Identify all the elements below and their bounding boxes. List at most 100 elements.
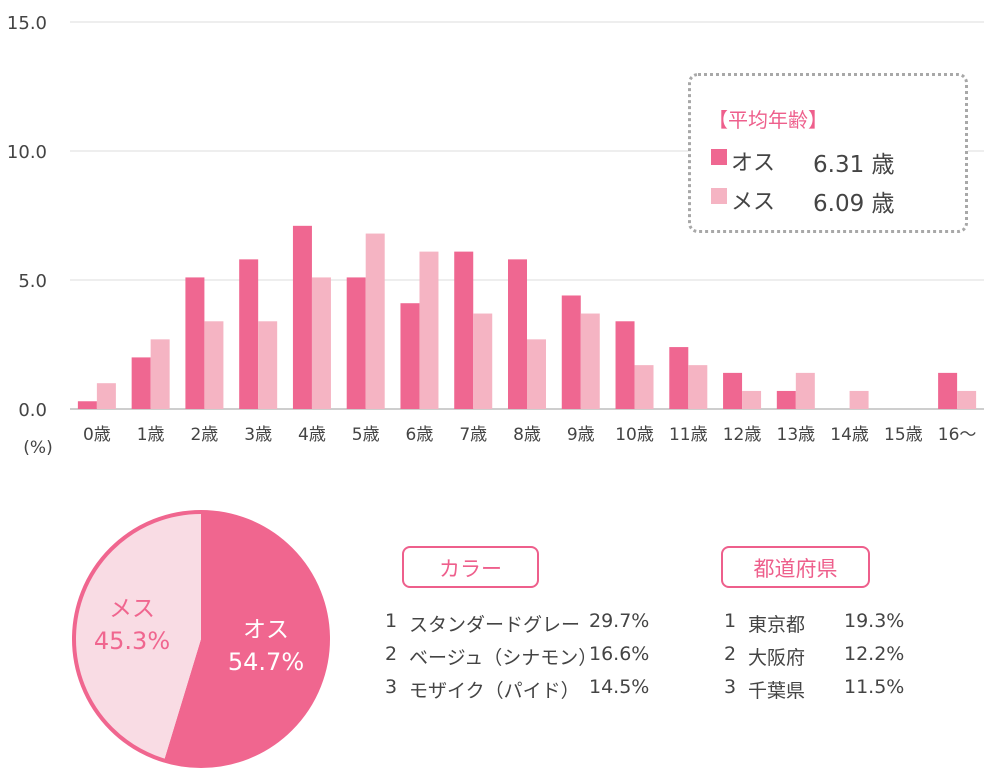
- color-ranking-list: 1 スタンダードグレー 29.7% 2 ベージュ（シナモン） 16.6% 3 モ…: [385, 610, 675, 709]
- rank-name: スタンダードグレー: [409, 614, 581, 636]
- list-item: 3 モザイク（パイド） 14.5%: [385, 676, 675, 709]
- bar-male: [400, 303, 420, 409]
- sex-ratio-pie-chart: メス 45.3% オス 54.7%: [72, 510, 330, 768]
- color-ranking-title: カラー: [402, 546, 539, 588]
- bars: [77, 225, 977, 409]
- rank-number: 2: [385, 643, 398, 665]
- bar-female: [365, 233, 385, 409]
- pie-label-female-name: メス: [109, 596, 155, 622]
- x-tick-label: 5歳: [352, 425, 380, 445]
- rank-name: 東京都: [748, 614, 806, 636]
- average-age-male-value: 6.31 歳: [813, 152, 895, 178]
- x-tick-label: 9歳: [567, 425, 595, 445]
- rank-percent: 11.5%: [844, 676, 905, 698]
- rank-number: 1: [724, 610, 737, 632]
- y-tick-label: 0.0: [18, 400, 47, 421]
- list-item: 1 東京都 19.3%: [724, 610, 924, 643]
- bar-male: [185, 277, 205, 409]
- pie-label-female-pct: 45.3%: [94, 627, 170, 655]
- bar-female: [311, 277, 331, 409]
- x-tick-label: 0歳: [83, 425, 111, 445]
- bar-female: [473, 313, 493, 409]
- pie-slices: [74, 512, 328, 766]
- bar-male: [723, 372, 743, 409]
- x-tick-label: 8歳: [513, 425, 541, 445]
- rank-number: 1: [385, 610, 398, 632]
- bar-male: [454, 251, 474, 409]
- rank-percent: 16.6%: [589, 643, 650, 665]
- x-tick-label: 12歳: [723, 425, 762, 445]
- x-tick-label: 11歳: [669, 425, 708, 445]
- bar-male: [669, 347, 689, 409]
- average-age-female-label: メス: [731, 190, 776, 215]
- rank-number: 3: [724, 676, 737, 698]
- rank-number: 3: [385, 676, 398, 698]
- y-tick-label: 5.0: [18, 271, 47, 292]
- rank-percent: 12.2%: [844, 643, 905, 665]
- pie-outline: [72, 510, 330, 768]
- average-age-box: 【平均年齢】 オス 6.31 歳 メス 6.09 歳: [688, 73, 968, 233]
- rank-name: 千葉県: [748, 680, 806, 702]
- bar-male: [938, 372, 958, 409]
- rank-percent: 29.7%: [589, 610, 650, 632]
- bar-female: [688, 365, 708, 409]
- bar-female: [795, 372, 815, 409]
- female-swatch: [711, 188, 727, 204]
- bar-male: [292, 225, 312, 409]
- x-tick-label: 15歳: [884, 425, 923, 445]
- pie-slice-male: [164, 512, 328, 766]
- bar-female: [527, 339, 546, 409]
- bar-female: [96, 383, 116, 409]
- x-axis-categories: 0歳 1歳 2歳 3歳 4歳 5歳 6歳 7歳 8歳 9歳 10歳 11歳 12歳 13歳 14歳 15歳 16…: [83, 425, 976, 445]
- pie-label-male-name: オス: [243, 617, 289, 643]
- rank-percent: 19.3%: [844, 610, 905, 632]
- average-age-female-value: 6.09 歳: [813, 191, 895, 217]
- x-tick-label: 2歳: [190, 425, 218, 445]
- pie-label-male-pct: 54.7%: [228, 648, 304, 676]
- x-tick-label: 16～: [938, 425, 977, 445]
- rank-number: 2: [724, 643, 737, 665]
- rank-name: ベージュ（シナモン）: [409, 647, 598, 669]
- prefecture-ranking-title: 都道府県: [721, 546, 870, 588]
- bar-male: [131, 357, 151, 409]
- bar-male: [776, 390, 796, 409]
- age-distribution-bar-chart: 0.0 5.0 10.0 15.0 0歳 1歳 2歳 3歳 4歳 5歳 6歳 7歳 8歳 9歳 10歳 11…: [7, 13, 984, 458]
- bar-female: [742, 390, 762, 409]
- pie-slice-female: [74, 512, 201, 761]
- bar-male: [77, 401, 97, 409]
- bar-female: [957, 390, 977, 409]
- male-swatch: [711, 149, 727, 165]
- bar-female: [849, 390, 869, 409]
- x-tick-label: 6歳: [406, 425, 434, 445]
- list-item: 2 大阪府 12.2%: [724, 643, 924, 676]
- x-tick-label: 1歳: [137, 425, 165, 445]
- average-age-title: 【平均年齢】: [708, 108, 828, 132]
- x-tick-label: 3歳: [244, 425, 272, 445]
- bar-female: [419, 251, 439, 409]
- average-age-row-male: オス 6.31 歳: [711, 145, 895, 178]
- x-tick-label: 13歳: [777, 425, 816, 445]
- y-tick-label: 15.0: [7, 13, 47, 34]
- list-item: 1 スタンダードグレー 29.7%: [385, 610, 675, 643]
- x-tick-label: 14歳: [830, 425, 869, 445]
- average-age-row-female: メス 6.09 歳: [711, 184, 895, 217]
- rank-name: モザイク（パイド）: [409, 680, 580, 702]
- bar-male: [508, 259, 527, 409]
- bar-female: [634, 365, 654, 409]
- y-tick-label: 10.0: [7, 142, 47, 163]
- y-axis-unit-label: (%): [23, 438, 52, 458]
- list-item: 3 千葉県 11.5%: [724, 676, 924, 709]
- average-age-male-label: オス: [731, 151, 776, 176]
- x-tick-label: 10歳: [615, 425, 654, 445]
- bar-male: [239, 259, 259, 409]
- bar-female: [258, 321, 278, 409]
- bar-male: [346, 277, 366, 409]
- bar-female: [204, 321, 224, 409]
- bar-female: [150, 339, 170, 409]
- bar-male: [615, 321, 635, 409]
- rank-name: 大阪府: [748, 647, 806, 669]
- x-tick-label: 4歳: [298, 425, 326, 445]
- bar-male: [561, 295, 581, 409]
- bar-female: [580, 313, 600, 409]
- rank-percent: 14.5%: [589, 676, 650, 698]
